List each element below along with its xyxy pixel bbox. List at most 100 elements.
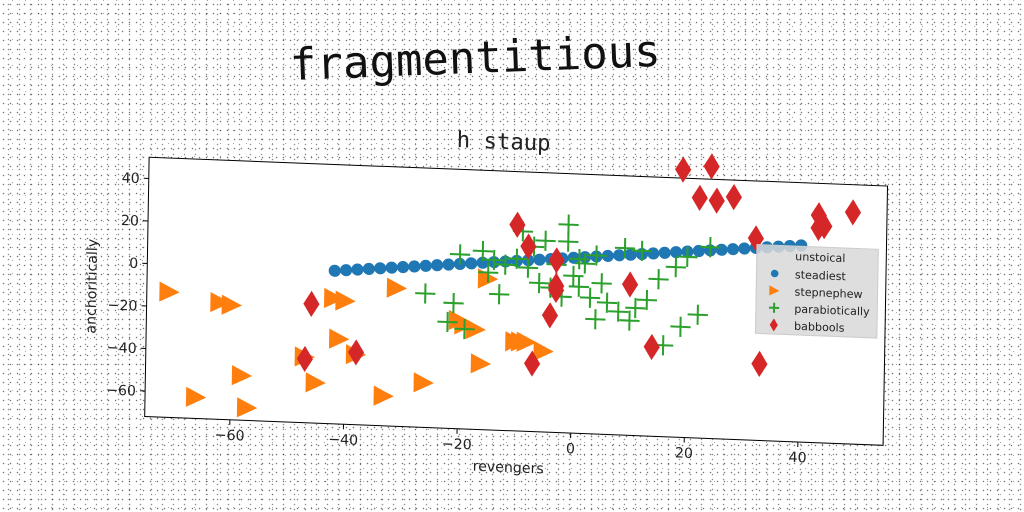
legend-label-parabiotically: parabiotically — [794, 303, 870, 319]
babbools-point — [643, 333, 660, 361]
parabiotically-point — [478, 262, 499, 283]
parabiotically-point — [619, 310, 640, 331]
steadiest-point — [328, 264, 341, 277]
parabiotically-point — [608, 301, 629, 322]
parabiotically-point — [648, 269, 669, 290]
stepnephew-point — [386, 277, 408, 298]
babbools-point — [708, 187, 725, 214]
steadiest-point — [340, 264, 353, 277]
parabiotically-point — [596, 292, 618, 313]
babbools-point — [691, 184, 708, 211]
parabiotically-point — [558, 231, 579, 252]
steadiest-point — [362, 262, 375, 275]
steadiest-point — [692, 244, 705, 258]
legend-marker-stepnephew — [769, 285, 780, 296]
parabiotically-point — [665, 256, 686, 278]
steadiest-point — [613, 249, 626, 262]
y-tick-label: 20 — [121, 213, 139, 230]
babbools-point — [725, 183, 742, 211]
stepnephew-point — [323, 287, 345, 309]
x-tick-label: −40 — [328, 432, 358, 449]
parabiotically-point — [636, 289, 657, 311]
x-axis-label: revengers — [473, 459, 544, 478]
parabiotically-point — [563, 265, 584, 286]
x-tick-label: 20 — [675, 445, 693, 462]
babbools-point — [509, 211, 526, 238]
parabiotically-point — [495, 254, 516, 275]
parabiotically-point — [454, 318, 475, 340]
steadiest-point — [567, 251, 580, 264]
babbools-point — [523, 350, 541, 377]
parabiotically-point — [517, 257, 539, 278]
steadiest-point — [624, 248, 637, 261]
stepnephew-point — [221, 294, 242, 315]
babbools-point — [541, 302, 559, 329]
babbools-point — [703, 153, 720, 180]
babbools-point — [520, 233, 537, 260]
steadiest-point — [601, 249, 614, 262]
parabiotically-point — [569, 248, 590, 270]
stepnephew-point — [185, 386, 207, 407]
stepnephew-point — [373, 385, 394, 406]
parabiotically-point — [574, 253, 596, 274]
steadiest-point — [351, 263, 364, 276]
parabiotically-point — [472, 240, 493, 262]
legend-label-stepnephew: stepnephew — [795, 286, 863, 302]
parabiotically-point — [670, 316, 691, 337]
stepnephew-point — [305, 372, 326, 393]
babbools-point — [621, 271, 639, 298]
babbools-point — [816, 213, 833, 240]
x-tick-label: 0 — [566, 441, 575, 457]
y-tick-label: −40 — [107, 340, 137, 357]
steadiest-point — [465, 257, 478, 270]
parabiotically-point — [437, 311, 458, 333]
y-axis-label: anchoritically — [83, 239, 101, 334]
steadiest-point — [431, 259, 444, 272]
stepnephew-point — [231, 365, 253, 386]
plot-area — [144, 156, 889, 446]
babbools-point — [548, 247, 565, 274]
parabiotically-point — [489, 284, 510, 305]
legend-marker-babbools — [769, 318, 778, 332]
babbools-point — [296, 345, 313, 373]
legend-marker-parabiotically — [769, 302, 780, 313]
parabiotically-point — [687, 304, 708, 325]
parabiotically-point — [535, 230, 556, 251]
babbools-point — [675, 156, 692, 183]
steadiest-point — [726, 243, 740, 256]
babbools-point — [548, 272, 565, 299]
y-tick-label: −60 — [106, 383, 136, 400]
y-tick-label: 0 — [129, 256, 138, 272]
stepnephew-point — [413, 372, 434, 393]
steadiest-point — [442, 258, 455, 271]
stepnephew-point — [159, 281, 180, 302]
parabiotically-point — [625, 297, 646, 319]
legend-marker-steadiest — [770, 269, 779, 278]
legend-box — [754, 244, 879, 339]
steadiest-point — [385, 261, 398, 274]
steadiest-point — [396, 261, 410, 274]
parabiotically-point — [568, 276, 590, 297]
parabiotically-point — [579, 287, 601, 308]
steadiest-point — [419, 259, 432, 272]
parabiotically-point — [677, 246, 698, 268]
babbools-point — [347, 339, 365, 366]
stepnephew-point — [533, 340, 554, 361]
y-tick-label: −20 — [107, 298, 137, 315]
y-tick-label: 40 — [122, 170, 140, 187]
babbools-point — [303, 290, 320, 318]
steadiest-point — [738, 242, 751, 255]
parabiotically-point — [614, 237, 636, 259]
parabiotically-point — [586, 245, 607, 266]
steadiest-point — [374, 262, 387, 275]
stepnephew-point — [236, 397, 258, 418]
babbools-point — [747, 225, 764, 252]
x-tick-label: 40 — [788, 450, 806, 467]
parabiotically-point — [631, 240, 653, 262]
parabiotically-point — [700, 237, 721, 258]
parabiotically-point — [585, 309, 606, 330]
steadiest-point — [408, 260, 421, 273]
babbools-point — [844, 199, 862, 226]
stepnephew-point — [210, 291, 231, 313]
